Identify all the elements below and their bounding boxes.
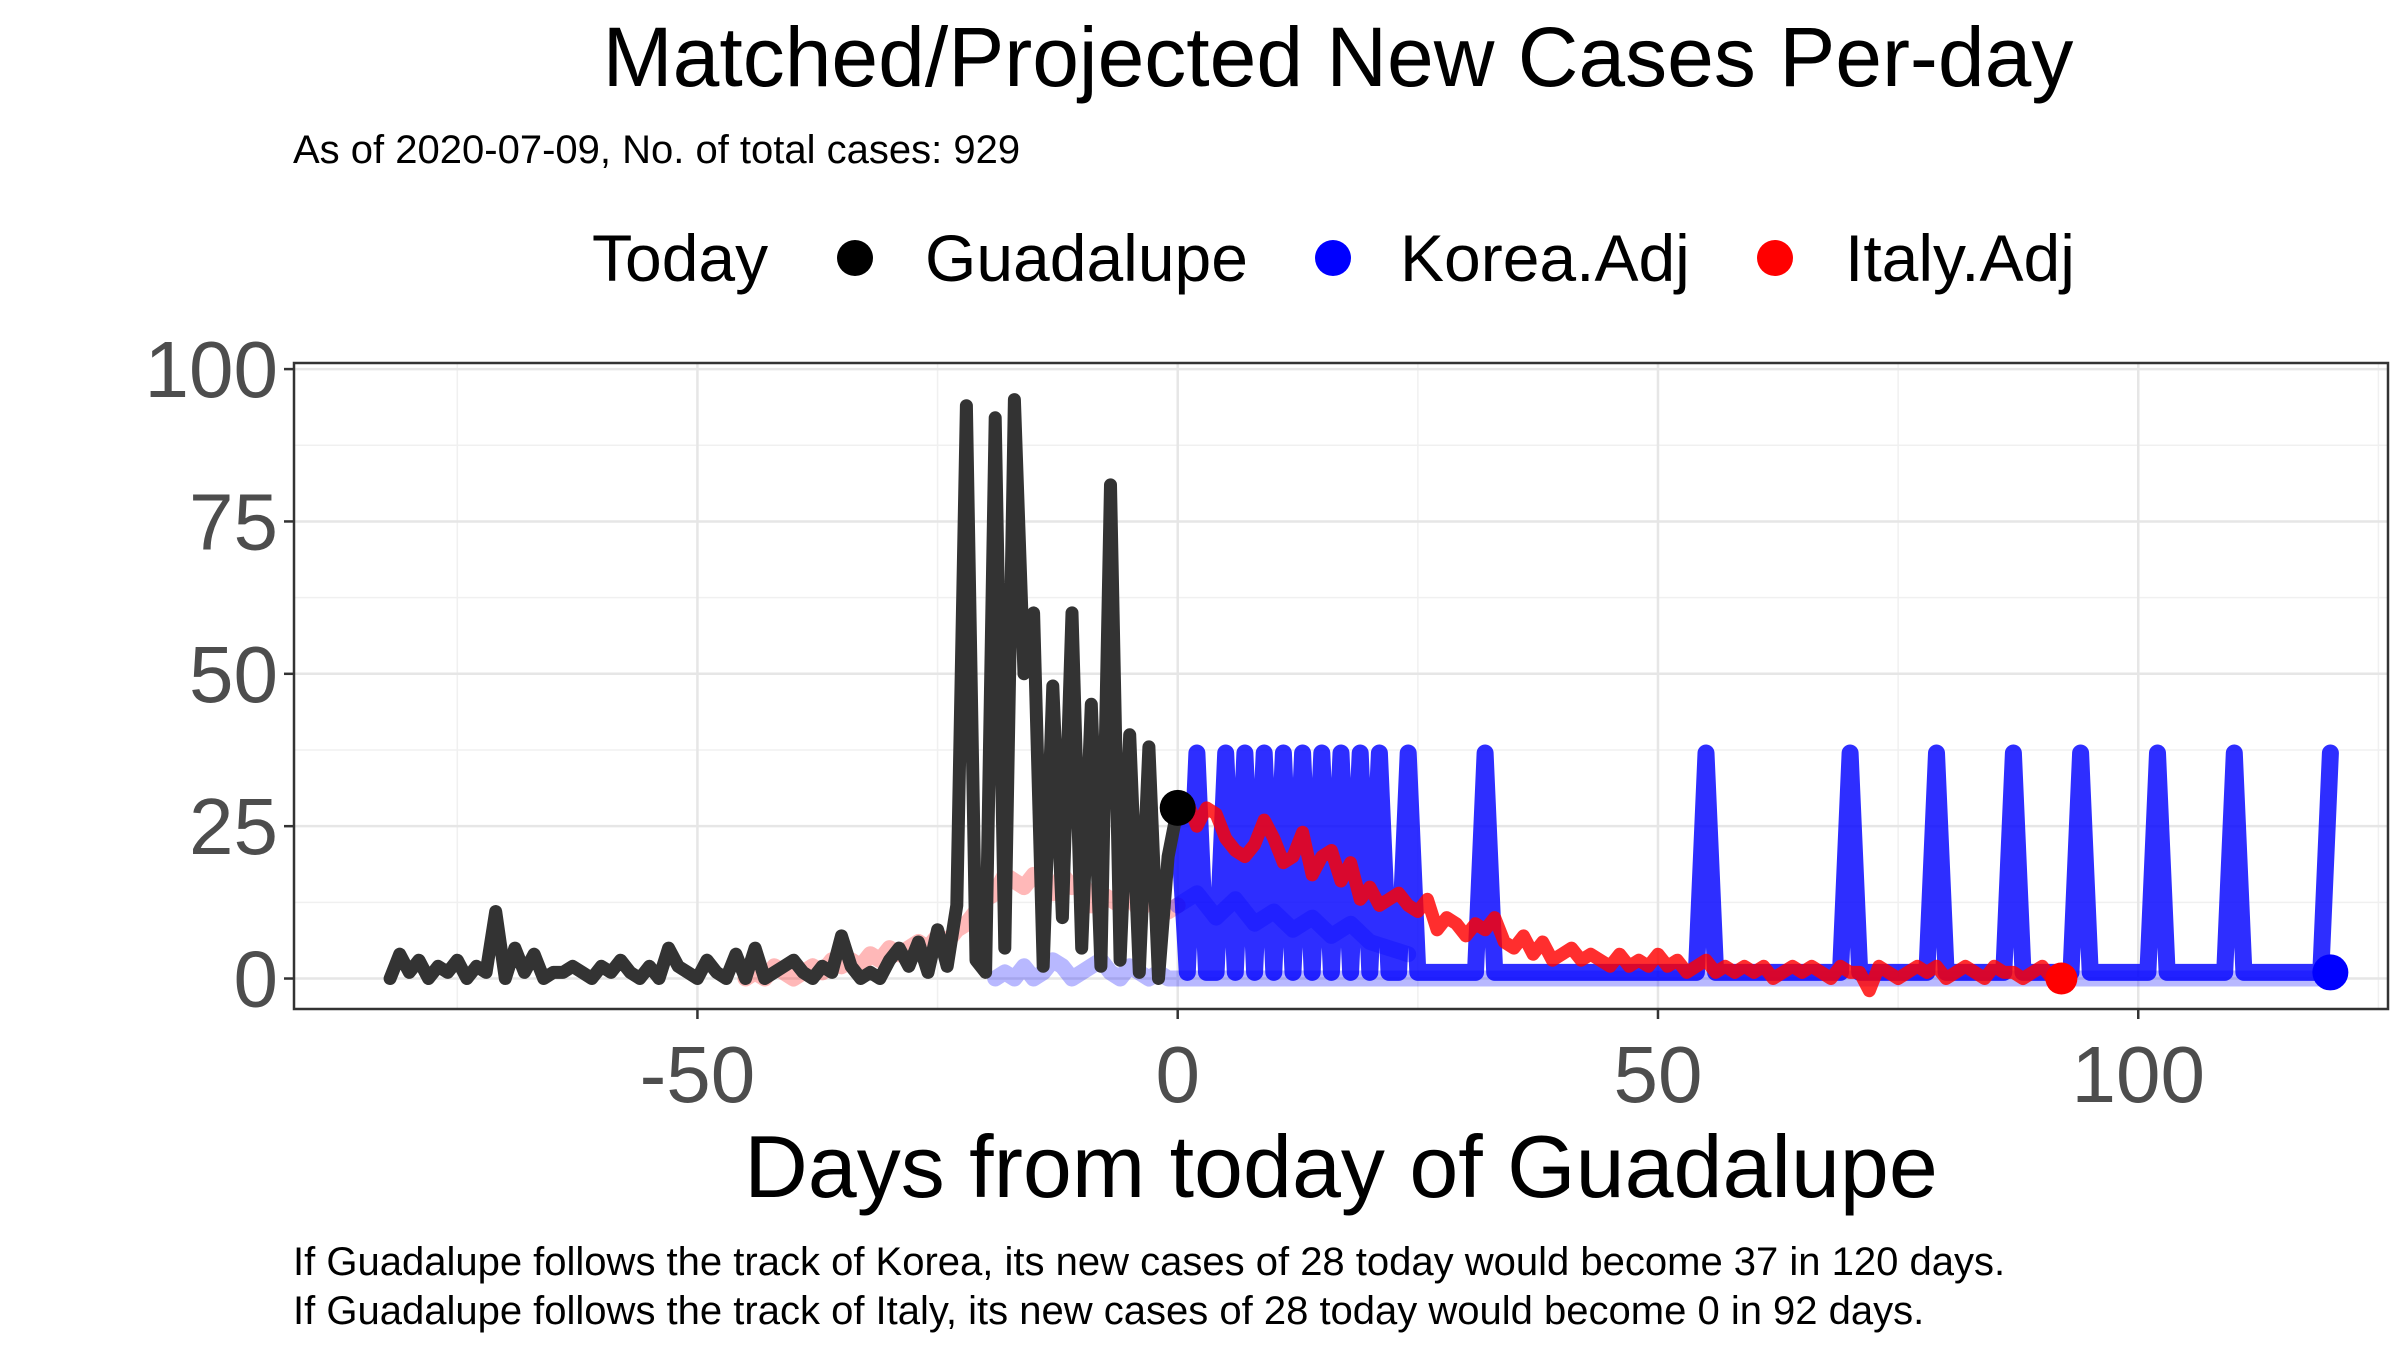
- x-axis-title: Days from today of Guadalupe: [744, 1117, 1938, 1216]
- y-tick-label: 0: [234, 935, 279, 1024]
- y-tick-label: 50: [189, 630, 278, 719]
- points: [1159, 789, 2349, 995]
- x-tick-label: -50: [640, 1030, 756, 1119]
- legend-label-italy: Italy.Adj: [1845, 221, 2075, 295]
- legend-key-guadalupe: [837, 240, 873, 276]
- today-point: [1159, 789, 1196, 826]
- legend-label-guadalupe: Guadalupe: [925, 221, 1248, 295]
- x-tick-label: 0: [1155, 1030, 1200, 1119]
- chart-title: Matched/Projected New Cases Per-day: [603, 10, 2074, 104]
- chart-subtitle: As of 2020-07-09, No. of total cases: 92…: [293, 128, 1020, 172]
- series-lines: [383, 393, 2339, 998]
- legend-label-korea: Korea.Adj: [1400, 221, 1690, 295]
- legend-title: Today: [592, 221, 768, 295]
- legend-key-korea: [1315, 240, 1351, 276]
- caption-line-1: If Guadalupe follows the track of Korea,…: [293, 1240, 2005, 1284]
- legend: Today Guadalupe Korea.Adj Italy.Adj: [592, 221, 2075, 295]
- italy-end-point: [2045, 962, 2078, 995]
- x-tick-label: 100: [2072, 1030, 2205, 1119]
- y-tick-label: 100: [145, 325, 278, 414]
- x-tick-label: 50: [1613, 1030, 1702, 1119]
- y-tick-label: 75: [189, 477, 278, 566]
- legend-key-italy: [1757, 240, 1793, 276]
- caption-line-2: If Guadalupe follows the track of Italy,…: [293, 1289, 1924, 1333]
- y-tick-label: 25: [189, 782, 278, 871]
- series-line-italy-adj: [1171, 795, 2068, 998]
- series-line-guadalupe: [383, 393, 1185, 985]
- tick-labels: -50 0 50 100 0 25 50 75 100: [145, 325, 2205, 1119]
- plot-panel-border: [292, 361, 2390, 1011]
- korea-end-point: [2312, 954, 2349, 991]
